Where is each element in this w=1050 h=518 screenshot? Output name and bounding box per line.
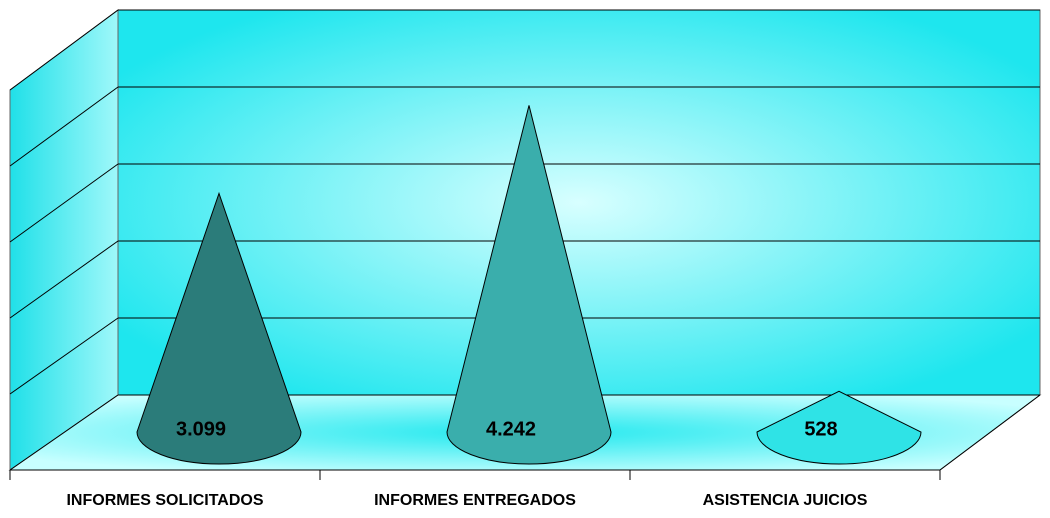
- value-label: 528: [804, 418, 837, 440]
- floor-edge: [939, 394, 1041, 471]
- grid-line: [9, 9, 119, 91]
- grid-line: [9, 317, 119, 395]
- value-label: 3.099: [176, 418, 226, 440]
- grid-line: [9, 86, 119, 167]
- grid-line: [9, 394, 119, 471]
- cone: [756, 390, 922, 465]
- cone: [136, 191, 302, 465]
- cone: [446, 105, 612, 465]
- x-tick-label: INFORMES SOLICITADOS: [66, 492, 263, 509]
- x-tick-label: INFORMES ENTREGADOS: [374, 492, 576, 509]
- grid-line: [9, 240, 119, 319]
- value-label: 4.242: [486, 418, 536, 440]
- x-tick-label: ASISTENCIA JUICIOS: [703, 492, 868, 509]
- grid-line: [9, 163, 119, 243]
- side-wall: [9, 9, 119, 471]
